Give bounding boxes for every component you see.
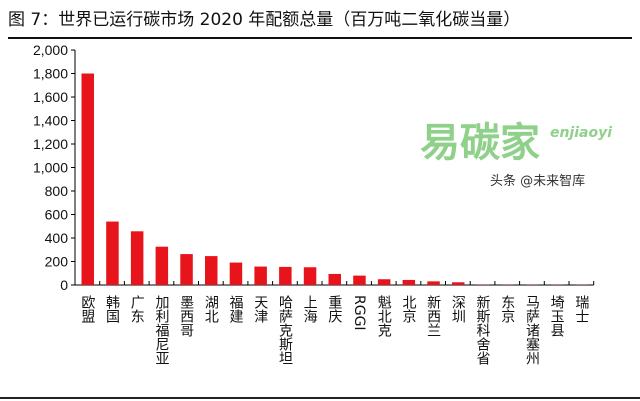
x-tick-label: 福建 [228,295,244,324]
bar [205,256,218,285]
bar [254,266,267,285]
x-tick-label: 深圳 [450,295,466,323]
watermark-credit: 头条 @未来智库 [490,174,586,189]
bar [81,73,94,285]
watermark-logo-sub: enjiaoyi [550,125,613,141]
y-tick-label: 1,200 [33,136,68,152]
x-tick-label: 韩国 [104,295,120,323]
x-tick-label: 新西兰 [425,295,441,337]
y-tick-label: 1,600 [33,89,68,105]
y-tick-label: 1,000 [33,160,68,176]
x-tick-label: 瑞士 [573,295,589,323]
x-tick-label: RGGI [351,295,367,331]
y-tick-label: 600 [45,207,69,223]
x-tick-label: 广东 [129,295,145,323]
x-tick-label: 新斯科舍省 [475,295,491,365]
y-tick-label: 800 [45,183,69,199]
x-tick-label: 上海 [302,295,318,323]
x-tick-label: 东京 [499,295,515,323]
bar [427,281,440,285]
x-tick-label: 重庆 [326,295,342,323]
bar [130,231,144,285]
bar [180,254,193,285]
x-tick-label: 埼玉县 [549,295,565,337]
x-tick-label: 哈萨克斯坦 [277,295,293,365]
bar [303,267,317,285]
x-tick-label: 天津 [252,295,268,323]
bar [452,282,465,285]
x-tick-label: 北京 [400,295,416,323]
bar [353,275,366,285]
x-tick-label: 墨西哥 [178,295,194,337]
bar [229,262,243,285]
y-tick-label: 0 [60,277,68,293]
y-tick-label: 400 [45,230,69,246]
x-tick-label: 欧盟 [79,295,95,323]
bar [106,221,119,285]
bar [402,279,416,285]
bottom-divider [0,397,640,399]
y-tick-label: 1,800 [33,66,68,82]
bar [377,279,391,285]
x-tick-label: 湖北 [203,295,219,324]
title-divider [8,37,632,39]
x-tick-label: 加利福尼亚 [153,295,169,365]
y-tick-label: 2,000 [33,42,68,58]
bar [279,266,292,285]
x-tick-label: 马萨诸塞州 [524,295,540,365]
x-tick-label: 魁北克 [376,295,392,338]
bar [328,273,341,285]
y-tick-label: 200 [45,254,69,270]
y-tick-label: 1,400 [33,113,68,129]
bar [155,246,169,285]
watermark-logo: 易碳家 [420,120,540,166]
chart-title: 图 7：世界已运行碳市场 2020 年配额总量（百万吨二氧化碳当量） [8,10,521,30]
